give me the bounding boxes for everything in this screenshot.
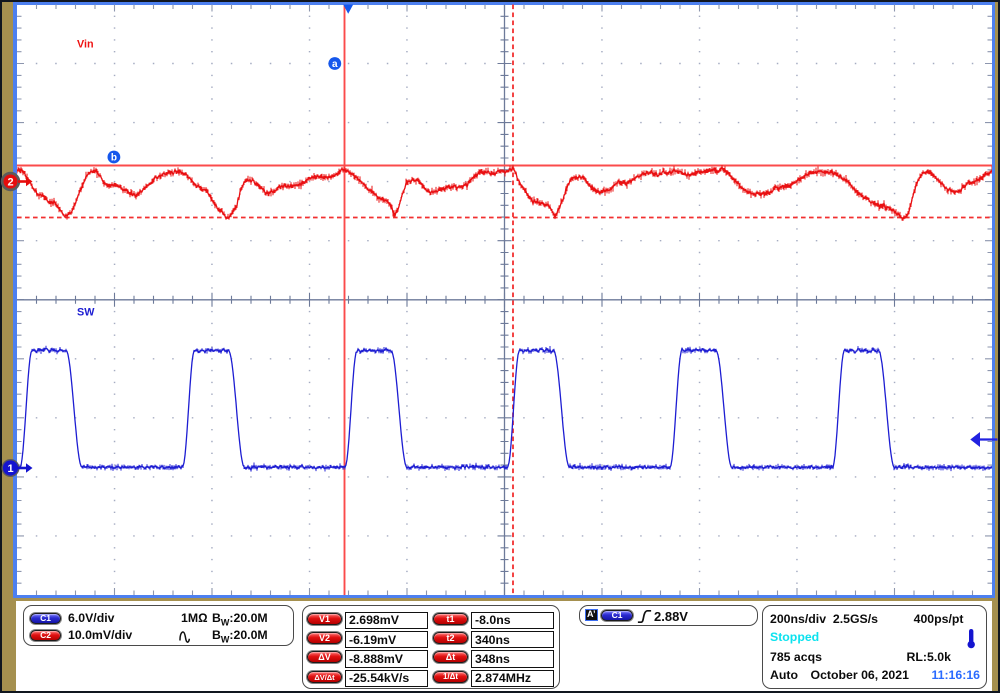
svg-text:a: a <box>332 59 338 70</box>
svg-text:2: 2 <box>7 177 13 189</box>
svg-text:Vin: Vin <box>77 39 94 51</box>
svg-text:SW: SW <box>77 307 95 319</box>
svg-text:b: b <box>111 153 117 164</box>
svg-text:1: 1 <box>7 463 13 475</box>
